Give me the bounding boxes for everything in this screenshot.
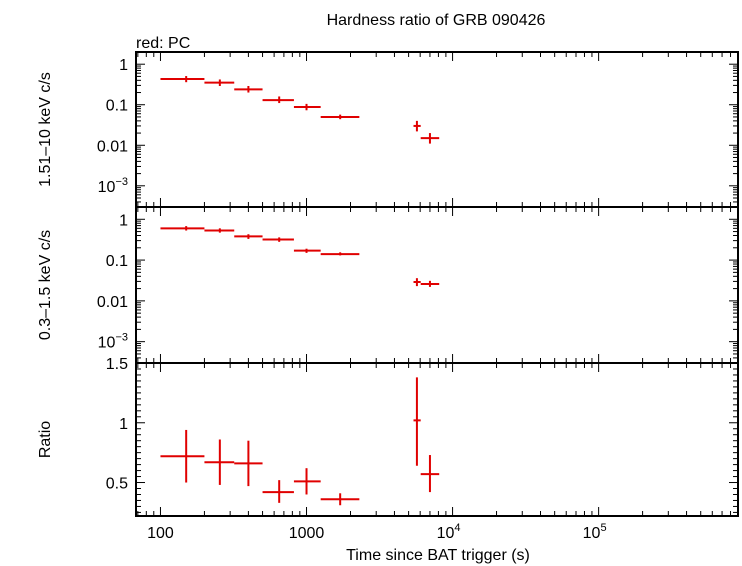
x-tick-label: 104	[437, 522, 461, 542]
y-tick-label-base: 10	[98, 335, 116, 352]
data-point	[234, 440, 263, 487]
y-tick-label: 0.1	[106, 253, 128, 270]
data-point	[293, 248, 321, 253]
panel-hard: 1 0.1 0.01 10−3	[97, 51, 739, 208]
y-tick-label-exponent: −3	[115, 176, 128, 188]
y-tick-label-base: 10	[98, 179, 116, 196]
y-tick-label: 10−3	[98, 176, 128, 196]
x-tick-label-base: 10	[583, 525, 601, 542]
x-tick-label-exponent: 5	[600, 522, 606, 534]
y-tick-label: 0.5	[106, 476, 128, 493]
y-tick-label-base: 0.5	[106, 476, 128, 493]
data-point	[413, 278, 421, 287]
data-point	[320, 114, 360, 120]
x-tick-label: 105	[583, 522, 607, 542]
x-tick-label: 100	[147, 525, 174, 542]
y-tick-label-base: 0.01	[97, 138, 128, 155]
y-tick-label: 0.01	[97, 294, 128, 311]
x-tick-label: 1000	[289, 525, 325, 542]
y-tick-label-base: 1	[119, 57, 128, 74]
x-axis-label: Time since BAT trigger (s)	[346, 547, 530, 564]
data-point	[262, 237, 294, 242]
data-point	[420, 455, 440, 493]
y-tick-label: 0.1	[106, 98, 128, 115]
y-tick-label-base: 1.5	[106, 356, 128, 373]
data-point	[160, 76, 205, 83]
x-tick-label-base: 100	[147, 525, 174, 542]
chart-subtitle: red: PC	[136, 35, 190, 52]
data-point	[160, 226, 205, 231]
y-tick-label: 1	[119, 212, 128, 229]
chart-title: Hardness ratio of GRB 090426	[327, 12, 546, 29]
panel-soft: 1 0.1 0.01 10−3	[97, 206, 739, 364]
data-point	[293, 468, 321, 495]
data-point	[420, 133, 440, 144]
panel-frame	[135, 362, 739, 517]
y-tick-label: 0.01	[97, 138, 128, 155]
data-point	[320, 252, 360, 256]
ratio-panel-ylabel: Ratio	[37, 421, 54, 458]
y-tick-label-base: 0.1	[106, 253, 128, 270]
y-tick-label-base: 0.1	[106, 98, 128, 115]
panel-ratio: 1.5 1 0.5	[106, 356, 739, 517]
data-point	[262, 480, 294, 503]
data-point	[320, 493, 360, 506]
data-point	[413, 377, 421, 466]
x-tick-label-base: 1000	[289, 525, 325, 542]
data-point	[420, 280, 440, 287]
data-point	[204, 439, 235, 485]
data-point	[204, 79, 235, 86]
data-point	[160, 429, 205, 483]
x-tick-label-base: 10	[437, 525, 455, 542]
soft-panel-ylabel: 0.3–1.5 keV c/s	[37, 230, 54, 340]
y-tick-label-base: 0.01	[97, 294, 128, 311]
y-tick-label: 1.5	[106, 356, 128, 373]
x-tick-label-exponent: 4	[454, 522, 460, 534]
y-tick-label: 1	[119, 416, 128, 433]
panel-frame	[135, 51, 739, 208]
y-tick-label: 1	[119, 57, 128, 74]
data-point	[234, 234, 263, 239]
x-axis-ticklabels: 100 1000 104 105	[147, 522, 606, 542]
hard-panel-ylabel: 1.51–10 keV c/s	[37, 72, 54, 187]
y-tick-label-exponent: −3	[115, 332, 128, 344]
data-point	[262, 96, 294, 104]
y-tick-label: 10−3	[98, 332, 128, 352]
data-point	[204, 228, 235, 233]
y-tick-label-base: 1	[119, 212, 128, 229]
data-point	[293, 103, 321, 111]
data-point	[234, 85, 263, 93]
data-point	[413, 120, 421, 132]
y-tick-label-base: 1	[119, 416, 128, 433]
